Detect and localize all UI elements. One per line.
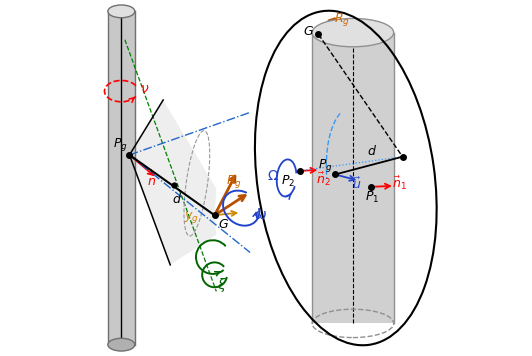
Text: $\nu$: $\nu$	[140, 82, 149, 96]
Polygon shape	[129, 100, 217, 265]
Text: $G$: $G$	[218, 218, 229, 231]
Ellipse shape	[108, 5, 135, 18]
Text: $\Omega$: $\Omega$	[267, 169, 279, 183]
Text: $d$: $d$	[172, 192, 182, 206]
Text: $P_1$: $P_1$	[365, 190, 379, 205]
Text: $G$: $G$	[303, 25, 314, 38]
Polygon shape	[312, 33, 394, 323]
Text: $\omega$: $\omega$	[254, 208, 267, 222]
Text: $d$: $d$	[368, 145, 377, 158]
Polygon shape	[108, 11, 135, 345]
Text: $P_g$: $P_g$	[113, 136, 128, 153]
Text: $P_g$: $P_g$	[318, 157, 332, 174]
Ellipse shape	[108, 338, 135, 351]
Ellipse shape	[312, 19, 394, 47]
Text: $P_2$: $P_2$	[281, 174, 295, 189]
Text: $y_g$: $y_g$	[184, 210, 199, 225]
Text: $\xi$: $\xi$	[217, 277, 227, 294]
Text: $\vec{n}$: $\vec{n}$	[147, 174, 156, 189]
Text: $R_g$: $R_g$	[334, 11, 350, 28]
Text: $R_g$: $R_g$	[226, 173, 242, 190]
Text: $\vec{n}_1$: $\vec{n}_1$	[392, 175, 407, 192]
Text: $\vec{u}$: $\vec{u}$	[352, 177, 361, 192]
Text: $\vec{n}_2$: $\vec{n}_2$	[317, 171, 331, 188]
